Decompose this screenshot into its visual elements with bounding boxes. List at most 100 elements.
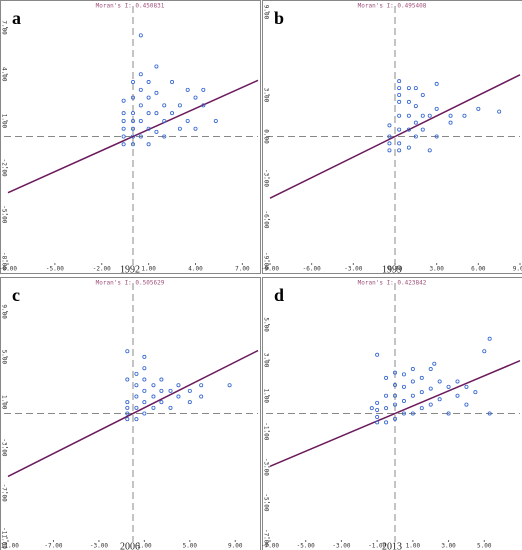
x-axis-label: 1999	[382, 264, 402, 275]
point	[162, 103, 167, 108]
point	[121, 134, 126, 139]
point	[419, 406, 424, 411]
x-tick-label: 6.00	[471, 266, 486, 273]
point	[397, 113, 402, 118]
point	[138, 103, 143, 108]
y-tick-label: -3.00	[1, 438, 8, 456]
point	[134, 417, 139, 422]
point	[177, 103, 182, 108]
chart-title: Moran's I: 0.495408	[358, 3, 427, 10]
x-tick-label: -6.00	[303, 266, 321, 273]
point	[401, 384, 406, 389]
point	[476, 106, 481, 111]
chart-title: Moran's I: 0.450831	[96, 3, 165, 10]
point	[125, 400, 130, 405]
point	[434, 134, 439, 139]
x-tick-label: 7.00	[235, 266, 250, 273]
point	[384, 406, 389, 411]
point	[159, 377, 164, 382]
point	[154, 90, 159, 95]
point	[142, 411, 147, 416]
y-tick-label: -7.00	[1, 484, 8, 502]
panel: -7.00 -5.00 -3.00 -1.00 1.00 3.00 5.00 -7.00 -5.…	[261, 277, 522, 550]
point	[142, 388, 147, 393]
point	[125, 349, 130, 354]
y-tick-label: -5.00	[263, 493, 270, 511]
point	[170, 111, 175, 116]
point	[159, 400, 164, 405]
point	[448, 113, 453, 118]
point	[387, 141, 392, 146]
regression-line	[269, 74, 521, 199]
x-tick-label: 9.00	[513, 266, 522, 273]
y-tick-label: -6.00	[263, 210, 270, 228]
point	[397, 79, 402, 84]
panel-label: b	[274, 8, 284, 28]
y-tick-label: 5.00	[263, 317, 270, 332]
point	[410, 367, 415, 372]
point	[397, 148, 402, 153]
point	[413, 104, 418, 109]
x-tick-label: -5.00	[297, 543, 315, 550]
regression-line	[7, 349, 259, 478]
point	[455, 393, 460, 398]
point	[392, 416, 397, 421]
point	[134, 383, 139, 388]
point	[387, 148, 392, 153]
point	[138, 33, 143, 38]
point	[134, 394, 139, 399]
point	[392, 393, 397, 398]
point	[154, 64, 159, 69]
point	[151, 383, 156, 388]
point	[121, 142, 126, 147]
x-tick-label: 0.00	[388, 266, 403, 273]
point	[462, 113, 467, 118]
x-tick-label: 5.00	[183, 543, 198, 550]
y-tick-label: 4.00	[1, 67, 8, 82]
point	[428, 386, 433, 391]
y-tick-label: -1.00	[263, 422, 270, 440]
point	[448, 120, 453, 125]
point	[130, 142, 135, 147]
panel: -11.00 -7.00 -3.00 1.00 5.00 9.00 -11.00 -7.00 -…	[0, 277, 261, 550]
y-tick-label: -3.00	[263, 458, 270, 476]
point	[121, 98, 126, 103]
point	[419, 375, 424, 380]
y-tick-label: -11.00	[1, 527, 8, 549]
x-tick-label: 5.00	[477, 543, 492, 550]
point	[130, 118, 135, 123]
point	[134, 405, 139, 410]
y-tick-label: 1.00	[1, 114, 8, 129]
x-tick-label: 1.00	[141, 266, 156, 273]
point	[125, 377, 130, 382]
point	[428, 402, 433, 407]
point	[434, 81, 439, 86]
point	[154, 129, 159, 134]
chart-title: Moran's I: 0.423842	[358, 280, 427, 287]
point	[130, 80, 135, 85]
point	[162, 134, 167, 139]
point	[134, 371, 139, 376]
panel: -8.00 -5.00 -2.00 1.00 4.00 7.00 -8.00 -5.00 -2.…	[0, 0, 261, 275]
point	[130, 111, 135, 116]
point	[406, 113, 411, 118]
x-axis-label: 1992	[120, 264, 140, 275]
y-tick-label: 1.00	[0, 395, 7, 410]
chart-title: Moran's I: 0.505629	[96, 280, 165, 287]
point	[193, 126, 198, 131]
point	[125, 417, 130, 422]
x-axis-label: 2006	[120, 541, 140, 550]
point	[420, 93, 425, 98]
point	[410, 379, 415, 384]
point	[159, 388, 164, 393]
point	[151, 405, 156, 410]
x-tick-label: -2.00	[93, 266, 111, 273]
point	[420, 113, 425, 118]
point	[487, 411, 492, 416]
point	[146, 80, 151, 85]
x-tick-label: 3.00	[441, 543, 456, 550]
point	[125, 405, 130, 410]
y-tick-label: 0.00	[263, 129, 270, 144]
point	[213, 118, 218, 123]
